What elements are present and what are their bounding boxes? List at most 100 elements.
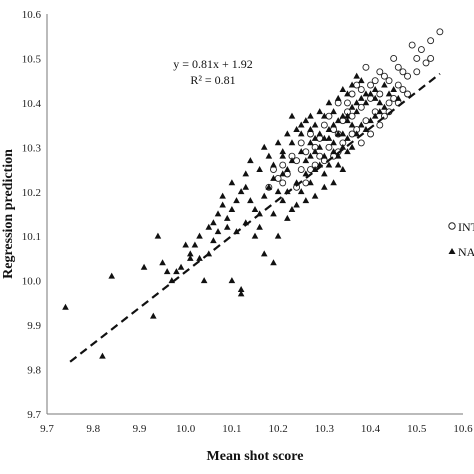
x-tick-label: 10.2 [268, 423, 287, 435]
x-tick-label: 10.5 [407, 423, 427, 435]
y-axis-title: Regression prediction [1, 149, 16, 279]
point-nat [344, 112, 351, 119]
y-tick-label: 10.6 [22, 9, 42, 21]
point-nat [330, 121, 337, 128]
point-nat [316, 130, 324, 137]
point-nat [334, 94, 342, 101]
point-nat [348, 143, 356, 150]
point-nat [163, 268, 171, 275]
point-nat [173, 268, 180, 275]
point-nat [219, 201, 226, 208]
x-tick-label: 9.9 [133, 423, 147, 435]
y-tick-label: 10.1 [22, 231, 41, 243]
point-nat [297, 121, 305, 128]
point-int [362, 63, 370, 71]
point-nat [311, 134, 319, 141]
point-nat [371, 94, 379, 101]
y-tick-label: 10.3 [22, 142, 42, 154]
point-nat [237, 290, 245, 297]
point-nat [260, 143, 268, 150]
point-nat [390, 85, 397, 92]
point-nat [108, 272, 116, 279]
point-nat [270, 161, 277, 168]
point-nat [293, 125, 300, 132]
point-nat [307, 139, 314, 146]
point-nat [302, 170, 310, 177]
point-int [320, 121, 328, 129]
point-nat [288, 112, 296, 119]
point-nat [159, 259, 166, 266]
y-tick-label: 9.7 [27, 409, 41, 421]
point-nat [302, 197, 310, 204]
legend-int-marker [448, 222, 456, 230]
y-tick-label: 9.8 [27, 365, 41, 377]
point-nat [233, 197, 240, 204]
y-tick-label: 10.5 [22, 53, 42, 65]
point-nat [297, 148, 305, 155]
point-nat [321, 170, 328, 177]
point-int [385, 99, 393, 107]
point-nat [344, 117, 351, 124]
point-nat [186, 254, 194, 261]
point-int [413, 54, 421, 62]
series-layer [62, 28, 444, 359]
trendline [69, 72, 441, 363]
point-int [404, 90, 411, 98]
point-nat [200, 277, 208, 284]
point-nat [334, 152, 342, 159]
point-int [399, 86, 407, 94]
point-nat [325, 125, 333, 132]
point-nat [99, 352, 106, 359]
point-nat [182, 241, 189, 248]
point-nat [288, 139, 296, 146]
point-int [390, 54, 398, 62]
point-nat [279, 152, 287, 159]
point-nat [302, 117, 310, 124]
point-int [394, 63, 402, 71]
point-nat [371, 85, 379, 92]
point-nat [330, 139, 337, 146]
point-nat [321, 134, 328, 141]
point-nat [228, 205, 236, 212]
point-nat [348, 81, 356, 88]
point-nat [385, 90, 393, 97]
legend-nat-marker [448, 248, 456, 254]
point-nat [191, 241, 199, 248]
point-int [279, 161, 287, 169]
point-nat [339, 85, 347, 92]
point-nat [325, 99, 333, 106]
point-nat [274, 232, 282, 239]
point-nat [265, 183, 273, 190]
point-nat [330, 148, 337, 155]
y-tick-labels: 9.7 9.8 9.9 10.0 10.1 10.2 10.3 10.4 10.5 10.6 [22, 9, 42, 421]
point-nat [334, 130, 342, 137]
point-nat [339, 112, 347, 119]
point-nat [353, 108, 360, 115]
point-nat [376, 108, 384, 115]
point-int [343, 99, 351, 107]
point-nat [376, 99, 384, 106]
point-nat [339, 165, 347, 172]
point-nat [237, 285, 245, 292]
point-nat [279, 197, 287, 204]
point-nat [62, 303, 69, 310]
point-nat [353, 99, 360, 106]
point-nat [358, 121, 365, 128]
point-nat [214, 210, 222, 217]
point-nat [348, 121, 356, 128]
x-tick-label: 10.4 [361, 423, 381, 435]
point-nat [307, 179, 314, 186]
point-nat [362, 125, 370, 132]
point-nat [270, 210, 277, 217]
point-int [297, 166, 305, 174]
point-nat [284, 130, 291, 137]
point-nat [219, 192, 226, 199]
point-nat [339, 130, 347, 137]
point-int [413, 68, 421, 76]
point-nat [330, 108, 337, 115]
point-int [385, 77, 393, 85]
point-nat [196, 232, 203, 239]
x-tick-labels: 9.7 9.8 9.9 10.0 10.1 10.2 10.3 10.4 10.5 10.6 [40, 423, 473, 435]
point-nat [297, 130, 305, 137]
point-nat [293, 201, 300, 208]
